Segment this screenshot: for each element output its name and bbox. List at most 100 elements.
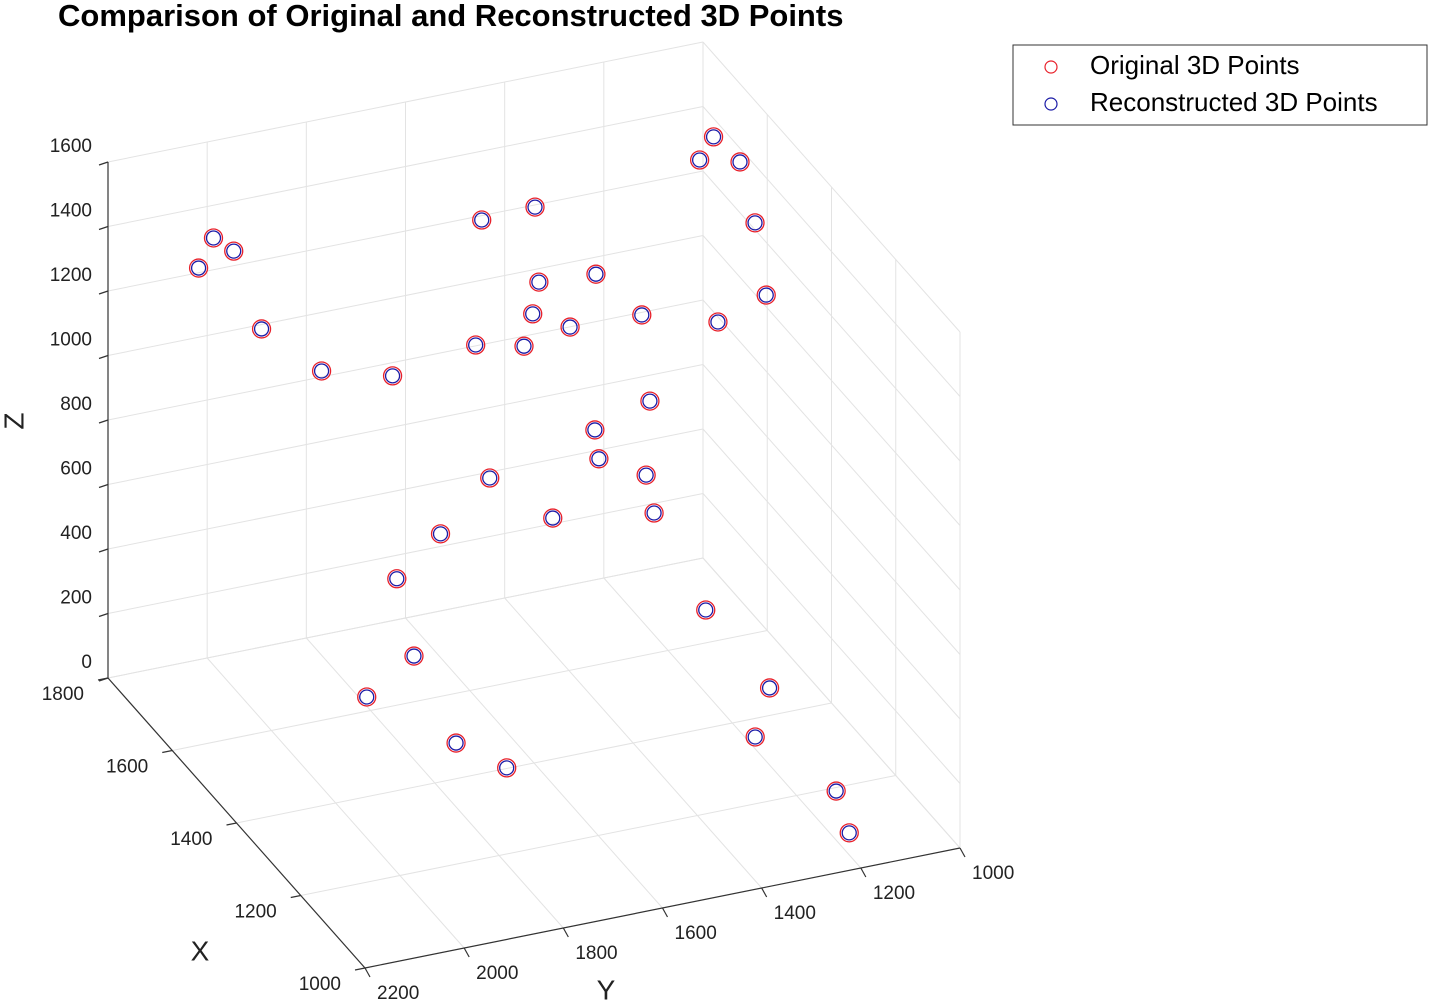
point — [588, 266, 604, 282]
point — [432, 526, 449, 542]
point — [839, 823, 859, 843]
x-tick — [226, 822, 237, 826]
point — [468, 337, 484, 353]
y-tick-label: 2000 — [476, 963, 518, 984]
grid-line — [107, 493, 704, 614]
point — [188, 258, 209, 278]
point — [747, 729, 763, 745]
point — [406, 648, 422, 664]
point — [313, 363, 330, 379]
point — [430, 524, 451, 544]
x-tick — [354, 967, 366, 971]
axes — [97, 41, 966, 978]
point — [644, 503, 664, 523]
y-tick — [761, 887, 768, 898]
grid-line — [405, 617, 663, 909]
grid-line — [107, 235, 704, 356]
point — [698, 602, 714, 618]
y-tick — [860, 867, 867, 878]
point — [525, 306, 541, 322]
point — [446, 733, 466, 753]
point — [585, 420, 605, 440]
x-tick — [290, 894, 301, 899]
point — [382, 366, 403, 386]
point — [703, 127, 724, 147]
z-tick-label: 0 — [81, 652, 92, 673]
point — [545, 510, 561, 526]
grid-line — [702, 493, 961, 784]
z-tick-label: 1400 — [50, 201, 92, 222]
point — [474, 212, 490, 228]
z-tick — [98, 612, 109, 618]
point — [251, 319, 272, 339]
point — [642, 393, 658, 409]
point — [634, 307, 650, 323]
point — [448, 735, 464, 751]
point — [357, 687, 377, 707]
legend-label: Reconstructed 3D Points — [1090, 87, 1378, 117]
point — [640, 391, 660, 411]
grid-line — [107, 364, 704, 485]
y-axis-label: Y — [597, 974, 616, 1005]
point — [689, 150, 710, 170]
point — [691, 152, 708, 168]
y-tick — [364, 967, 371, 978]
point — [745, 213, 765, 233]
grid-line — [702, 299, 961, 591]
point — [632, 305, 652, 325]
z-tick-label: 200 — [60, 588, 92, 609]
point — [589, 449, 609, 469]
point — [708, 312, 728, 332]
point — [516, 338, 532, 354]
grid-line — [107, 41, 704, 163]
grid-line — [107, 299, 704, 421]
x-tick-label: 1600 — [106, 757, 148, 778]
point — [761, 680, 778, 696]
point — [514, 336, 534, 356]
point — [586, 264, 606, 284]
z-tick-label: 400 — [60, 523, 92, 544]
grid-line — [206, 657, 465, 949]
z-tick-label: 1000 — [50, 330, 92, 351]
chart-title: Comparison of Original and Reconstructed… — [58, 0, 843, 33]
point — [591, 451, 607, 467]
point — [499, 760, 515, 776]
point — [747, 215, 763, 231]
point — [190, 260, 207, 276]
point — [404, 646, 424, 666]
x-tick — [162, 749, 173, 754]
grid-line — [702, 364, 961, 655]
z-tick — [98, 290, 109, 295]
point — [525, 197, 545, 217]
point — [389, 571, 405, 587]
point — [587, 422, 603, 438]
point — [482, 470, 498, 486]
grid-line — [107, 106, 704, 227]
y-tick-label: 1600 — [675, 923, 717, 944]
y-tick-label: 1000 — [972, 863, 1014, 884]
point — [466, 335, 486, 355]
z-tick-label: 600 — [60, 459, 92, 480]
grid-line — [702, 428, 961, 720]
point — [710, 314, 726, 330]
point — [730, 152, 750, 172]
z-tick — [98, 354, 109, 360]
point — [253, 321, 270, 337]
y-tick-label: 1200 — [873, 883, 915, 904]
point — [636, 465, 656, 485]
grid-line — [702, 557, 961, 849]
point — [205, 230, 222, 246]
series — [188, 127, 859, 843]
point — [745, 727, 765, 747]
grid-line — [107, 428, 704, 550]
point — [203, 228, 224, 248]
legend-label: Original 3D Points — [1090, 50, 1300, 80]
grid-line — [702, 235, 961, 526]
point — [523, 304, 543, 324]
z-tick — [98, 677, 109, 682]
z-tick — [98, 483, 109, 489]
point — [562, 319, 578, 335]
point — [646, 505, 662, 521]
grid-line — [702, 41, 961, 333]
